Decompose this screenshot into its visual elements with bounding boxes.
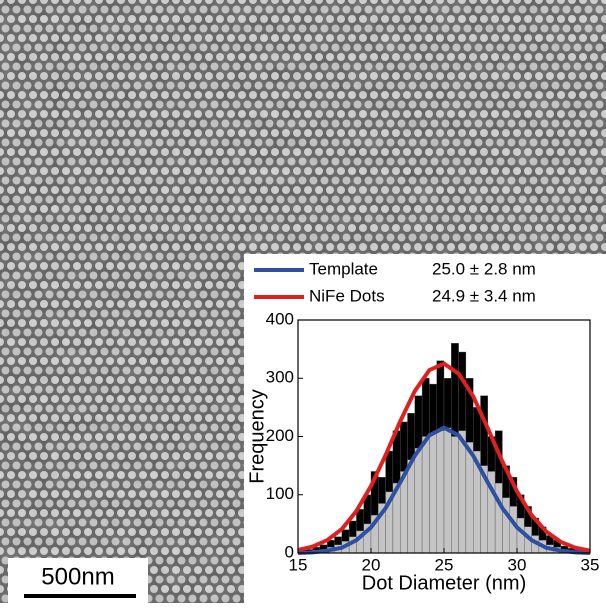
y-tick-label: 400	[266, 309, 294, 328]
hist-bar	[509, 506, 518, 554]
legend-label: Template	[309, 259, 378, 278]
fit-curve	[297, 425, 591, 555]
fit-curve	[297, 361, 591, 553]
scale-bar	[24, 594, 136, 598]
hist-bar	[465, 442, 474, 554]
hist-bar	[436, 430, 445, 554]
hist-bar	[502, 497, 510, 554]
y-tick-label: 100	[266, 484, 294, 503]
hist-bar	[458, 430, 467, 554]
hist-bar	[414, 447, 423, 554]
x-axis-label: Dot Diameter (nm)	[362, 572, 526, 594]
x-tick-label: 30	[508, 555, 527, 574]
legend-fit: 25.0 ± 2.8 nm	[432, 259, 536, 278]
hist-bar	[407, 459, 416, 554]
hist-bar	[516, 517, 525, 554]
hist-bar	[421, 436, 430, 554]
x-tick-label: 25	[435, 555, 454, 574]
inset-chart: Template 25.0 ± 2.8 nm NiFe Dots 24.9 ± 3.4…	[246, 259, 599, 594]
y-tick-label: 300	[266, 368, 294, 387]
y-axis-label: Frequency	[246, 389, 268, 484]
x-tick-label: 20	[362, 555, 381, 574]
y-tick-label: 200	[266, 426, 294, 445]
legend-fit: 24.9 ± 3.4 nm	[432, 286, 536, 305]
x-tick-label: 35	[581, 555, 600, 574]
y-tick-label: 0	[285, 542, 294, 561]
hist-bar	[451, 436, 459, 554]
legend-label: NiFe Dots	[309, 286, 385, 305]
scale-bar-label: 500nm	[41, 563, 114, 590]
hist-bar	[429, 433, 437, 554]
x-tick-label: 15	[289, 555, 308, 574]
hist-bar	[443, 427, 452, 554]
